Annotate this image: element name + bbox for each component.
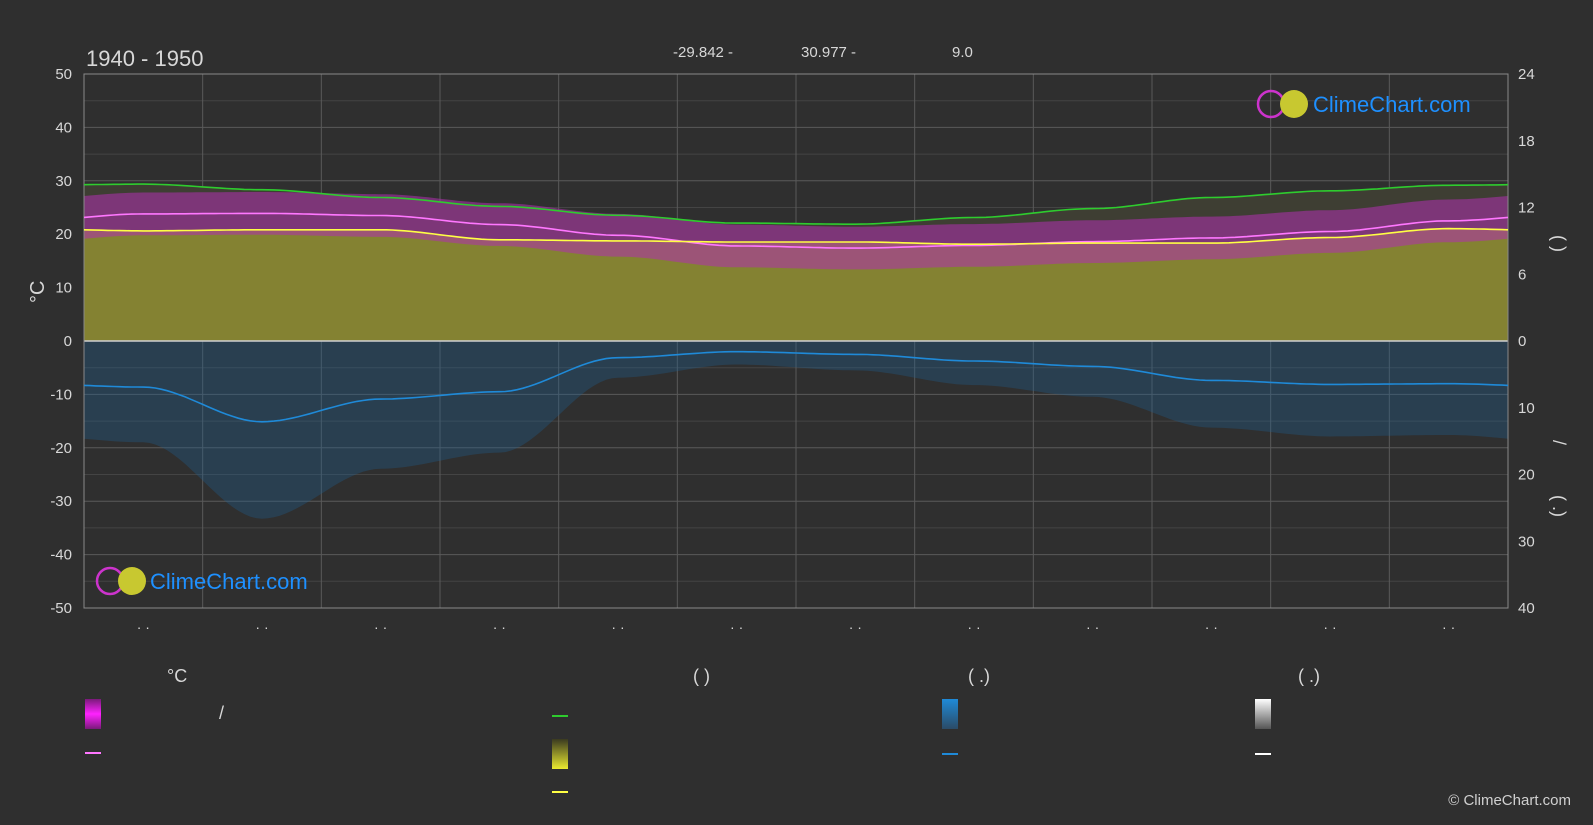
- logo-top[interactable]: ClimeChart.com: [1256, 89, 1471, 119]
- month-tick-label: · ·: [1323, 619, 1336, 635]
- right-axis-label-bottom-1: /: [1549, 440, 1569, 445]
- legend-temp-range-swatch: [85, 699, 101, 729]
- copyright: © ClimeChart.com: [1448, 792, 1571, 809]
- legend-snow-swatch: [1255, 699, 1271, 729]
- legend-sunshine-line: [552, 791, 568, 793]
- precipitation-area: [84, 341, 1508, 519]
- right-axis-label-top: ( ): [1549, 235, 1569, 252]
- month-axis-ticks: · · · · · · · · · · · · · · · · · · · · · · · ·: [137, 619, 1456, 635]
- logo-sun-icon: [1280, 90, 1308, 118]
- right-top-tick-label: 18: [1518, 133, 1535, 150]
- precip-line: [83, 350, 1509, 423]
- sunshine-line: [83, 227, 1509, 245]
- right-top-tick-label: 12: [1518, 200, 1535, 217]
- stat-min: -29.842 -: [673, 44, 733, 61]
- legend-max-temp-line: [85, 752, 101, 754]
- legend-temp-header: °C: [167, 666, 188, 686]
- left-tick-label: -10: [50, 386, 72, 403]
- right-top-tick-label: 24: [1518, 66, 1535, 83]
- logo-bottom[interactable]: ClimeChart.com: [95, 566, 308, 596]
- left-axis-unit: °C: [27, 281, 49, 303]
- logo-sun-icon: [118, 567, 146, 595]
- right-bottom-tick-label: 10: [1518, 400, 1535, 417]
- legend-temp-range-slash: /: [219, 703, 225, 723]
- left-tick-label: -20: [50, 440, 72, 457]
- right-top-tick-label: 6: [1518, 266, 1526, 283]
- left-tick-label: -40: [50, 547, 72, 564]
- right-axis-ticks: 24 18 12 6 0 10 20 30 40: [1518, 66, 1535, 617]
- month-tick-label: · ·: [1442, 619, 1455, 635]
- left-axis-ticks: 50 40 30 20 10 0 -10 -20 -30 -40 -50: [50, 66, 72, 617]
- month-tick-label: · ·: [611, 619, 624, 635]
- legend-daylight-line: [552, 715, 568, 717]
- left-tick-label: 0: [64, 333, 72, 350]
- month-tick-label: · ·: [374, 619, 387, 635]
- stat-max: 30.977 -: [801, 44, 856, 61]
- daylight-line: [83, 183, 1509, 225]
- right-bottom-tick-label: 30: [1518, 533, 1535, 550]
- temperature-range-band: [84, 192, 1508, 270]
- plot-border: [83, 73, 1509, 609]
- legend-precip-swatch: [942, 699, 958, 729]
- left-tick-label: -30: [50, 493, 72, 510]
- series-lines: [83, 183, 1509, 423]
- month-tick-label: · ·: [849, 619, 862, 635]
- month-tick-label: · ·: [1086, 619, 1099, 635]
- legend-sunshine-swatch: [552, 739, 568, 769]
- legend-col3-header: ( .): [968, 666, 990, 686]
- stat-extra: 9.0: [952, 44, 973, 61]
- max_temp-line: [83, 212, 1509, 249]
- month-tick-label: · ·: [255, 619, 268, 635]
- month-tick-label: · ·: [1205, 619, 1218, 635]
- left-tick-label: 40: [55, 119, 72, 136]
- right-top-tick-label: 0: [1518, 333, 1526, 350]
- legend-precip-line: [942, 753, 958, 755]
- left-tick-label: 10: [55, 280, 72, 297]
- legend-snow-line: [1255, 753, 1271, 755]
- month-tick-label: · ·: [967, 619, 980, 635]
- bar-areas: [83, 73, 1509, 609]
- right-axis-label-bottom-2: ( .): [1549, 495, 1569, 517]
- logo-text-bottom: ClimeChart.com: [150, 569, 308, 594]
- period-title: 1940 - 1950: [86, 46, 203, 71]
- left-tick-label: 20: [55, 226, 72, 243]
- left-tick-label: 30: [55, 173, 72, 190]
- month-tick-label: · ·: [137, 619, 150, 635]
- month-tick-label: · ·: [730, 619, 743, 635]
- right-bottom-tick-label: 40: [1518, 600, 1535, 617]
- right-bottom-tick-label: 20: [1518, 467, 1535, 484]
- legend-col2-header: ( ): [693, 666, 710, 686]
- left-tick-label: 50: [55, 66, 72, 83]
- month-tick-label: · ·: [493, 619, 506, 635]
- legend-col4-header: ( .): [1298, 666, 1320, 686]
- logo-text-top: ClimeChart.com: [1313, 92, 1471, 117]
- left-tick-label: -50: [50, 600, 72, 617]
